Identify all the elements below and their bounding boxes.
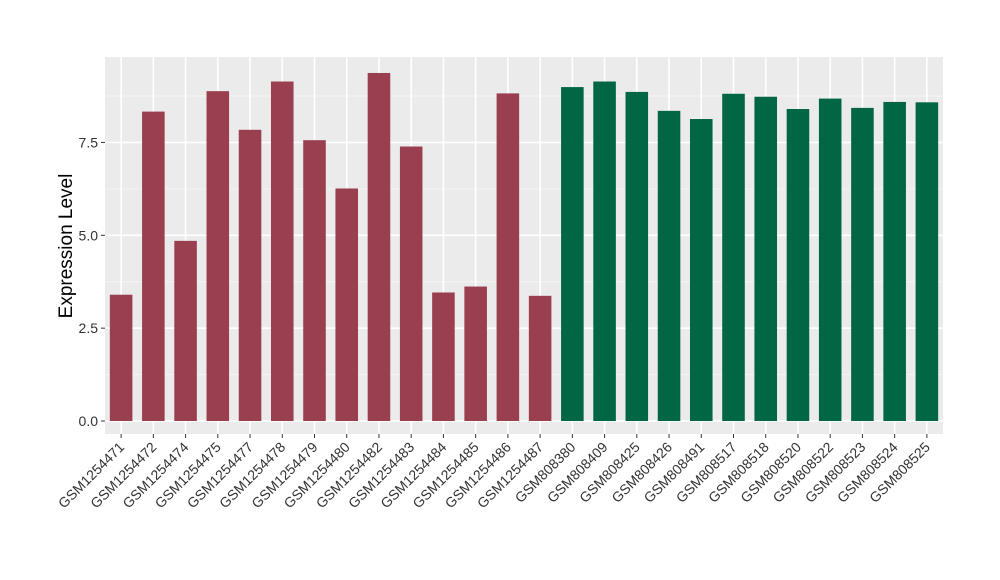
bar-GSM808425: [625, 91, 649, 422]
bar-GSM808518: [754, 96, 778, 421]
bar-GSM1254487: [528, 295, 552, 421]
bar-GSM1254471: [109, 294, 133, 421]
chart-panel: [105, 57, 943, 434]
bar-GSM1254486: [496, 93, 520, 422]
bar-GSM808491: [689, 119, 713, 422]
bar-GSM1254482: [367, 72, 391, 421]
bar-GSM1254479: [303, 140, 326, 421]
bar-GSM1254480: [335, 188, 359, 421]
y-tick-label: 0.0: [79, 413, 99, 429]
y-axis: 0.0 2.5 5.0 7.5: [79, 134, 105, 429]
bar-GSM1254484: [432, 292, 455, 421]
bar-GSM1254475: [206, 91, 230, 422]
bar-GSM808522: [818, 98, 842, 421]
y-tick-label: 7.5: [79, 134, 99, 150]
bars: [109, 72, 939, 422]
bar-GSM1254483: [399, 146, 423, 421]
bar-GSM808525: [915, 102, 939, 422]
bar-GSM1254478: [270, 81, 294, 421]
y-tick-label: 5.0: [79, 227, 99, 243]
bar-GSM1254474: [174, 240, 197, 421]
bar-GSM808380: [561, 87, 584, 421]
bar-GSM808523: [851, 107, 874, 421]
bar-GSM808524: [883, 101, 906, 421]
bar-GSM1254477: [238, 129, 262, 422]
y-axis-title: Expression Level: [56, 174, 77, 319]
bar-GSM1254472: [142, 111, 165, 421]
y-tick-label: 2.5: [79, 320, 99, 336]
bar-GSM808520: [786, 109, 810, 421]
bar-GSM808409: [593, 81, 616, 421]
bar-GSM808517: [722, 93, 745, 422]
x-axis: GSM1254471GSM1254472GSM1254474GSM1254475…: [55, 434, 933, 511]
bar-GSM1254485: [464, 286, 487, 421]
bar-GSM808426: [657, 110, 681, 421]
